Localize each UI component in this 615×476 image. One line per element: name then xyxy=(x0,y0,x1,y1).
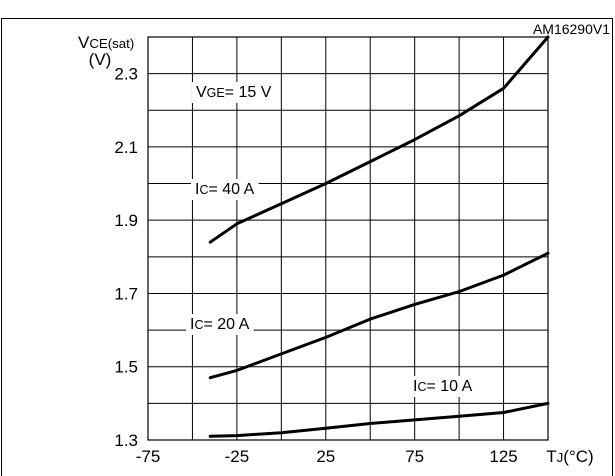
label-layer: -75 -25 25 75 1251.31.51.71.92.12.3VCE(sat)(… xyxy=(78,33,596,466)
x-axis-title-backdrop xyxy=(544,447,596,466)
condition-label: VGE= 15 V xyxy=(196,84,272,101)
y-tick-label: 2.1 xyxy=(114,138,138,157)
series-label-1: IC= 40 A xyxy=(195,181,255,198)
figure-frame xyxy=(1,18,613,476)
series-line-3 xyxy=(208,401,550,438)
x-axis-title-part: T xyxy=(546,447,556,466)
series-line-2 xyxy=(208,251,550,380)
y-axis-title: VCE(sat) xyxy=(78,33,134,52)
series-label-3-backdrop xyxy=(409,376,477,397)
condition-label-part: = 15 V xyxy=(225,84,272,101)
series-label-3-part: I xyxy=(413,378,417,395)
y-tick-label: 2.3 xyxy=(114,65,138,84)
condition-label-backdrop xyxy=(192,82,276,103)
x-tick-label: -75 xyxy=(136,447,161,466)
series-label-3-part: C xyxy=(417,380,426,394)
series-layer xyxy=(208,35,550,438)
x-axis-title-part: (°C) xyxy=(563,447,593,466)
x-tick-label: 75 xyxy=(405,447,424,466)
y-axis-title-part: CE(sat) xyxy=(89,36,134,51)
y-axis-unit: (V) xyxy=(89,50,112,69)
series-label-2-part: I xyxy=(190,316,194,333)
series-label-2-part: = 20 A xyxy=(203,316,249,333)
x-axis-title-part: J xyxy=(557,450,564,465)
x-tick-label: -25 xyxy=(225,447,250,466)
y-tick-label: 1.9 xyxy=(114,211,138,230)
y-axis-title-part: V xyxy=(78,33,90,52)
series-label-2-backdrop xyxy=(186,314,254,335)
series-label-2-part: C xyxy=(194,318,203,332)
y-tick-label: 1.5 xyxy=(114,358,138,377)
series-line-1 xyxy=(208,35,550,244)
series-label-3: IC= 10 A xyxy=(413,378,473,395)
x-tick-label: 125 xyxy=(489,447,517,466)
x-axis-title: TJ(°C) xyxy=(546,447,593,466)
figure-code: AM16290V1 xyxy=(533,21,610,37)
series-label-1-backdrop xyxy=(191,179,259,200)
condition-label-part: V xyxy=(196,84,207,101)
x-tick-label: 25 xyxy=(316,447,335,466)
y-tick-label: 1.3 xyxy=(114,431,138,450)
y-tick-label: 1.7 xyxy=(114,284,138,303)
plot-area xyxy=(147,36,549,441)
series-label-2: IC= 20 A xyxy=(190,316,250,333)
series-label-3-part: = 10 A xyxy=(426,378,472,395)
series-label-1-part: C xyxy=(199,183,208,197)
condition-label-part: GE xyxy=(207,86,225,100)
series-label-1-part: = 40 A xyxy=(208,181,254,198)
series-label-1-part: I xyxy=(195,181,199,198)
